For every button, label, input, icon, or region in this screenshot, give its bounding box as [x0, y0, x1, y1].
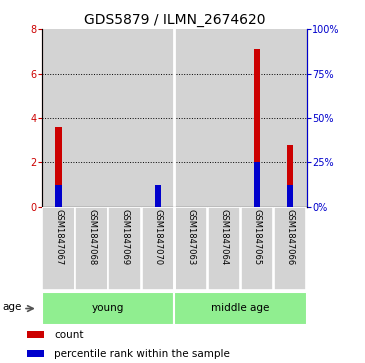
Text: GSM1847063: GSM1847063 — [186, 209, 195, 266]
Bar — [76, 29, 108, 207]
FancyBboxPatch shape — [208, 207, 240, 290]
Text: young: young — [92, 303, 124, 313]
Text: percentile rank within the sample: percentile rank within the sample — [54, 348, 230, 359]
Bar — [287, 144, 293, 207]
Bar — [154, 201, 161, 207]
Bar — [42, 29, 75, 207]
Bar — [55, 127, 62, 207]
Text: GSM1847065: GSM1847065 — [253, 209, 261, 266]
FancyBboxPatch shape — [174, 207, 207, 290]
FancyBboxPatch shape — [241, 207, 273, 290]
Bar — [108, 29, 141, 207]
FancyBboxPatch shape — [174, 292, 307, 325]
Bar — [55, 185, 62, 207]
FancyBboxPatch shape — [108, 207, 141, 290]
Bar — [274, 29, 306, 207]
Text: GSM1847070: GSM1847070 — [153, 209, 162, 266]
Text: age: age — [2, 302, 22, 312]
FancyBboxPatch shape — [42, 207, 75, 290]
Bar — [154, 185, 161, 207]
Bar — [254, 162, 260, 207]
Text: count: count — [54, 330, 84, 340]
FancyBboxPatch shape — [76, 207, 108, 290]
Bar — [27, 350, 45, 357]
FancyBboxPatch shape — [142, 207, 174, 290]
FancyBboxPatch shape — [42, 292, 174, 325]
Bar — [241, 29, 273, 207]
Text: middle age: middle age — [211, 303, 270, 313]
Bar — [174, 29, 207, 207]
Bar — [287, 185, 293, 207]
Bar — [27, 331, 45, 338]
Bar — [142, 29, 174, 207]
Text: GSM1847067: GSM1847067 — [54, 209, 63, 266]
Text: GSM1847069: GSM1847069 — [120, 209, 129, 266]
Text: GSM1847066: GSM1847066 — [285, 209, 295, 266]
Text: GSM1847068: GSM1847068 — [87, 209, 96, 266]
Text: GSM1847064: GSM1847064 — [219, 209, 228, 266]
Bar — [254, 49, 260, 207]
FancyBboxPatch shape — [274, 207, 306, 290]
Bar — [208, 29, 240, 207]
Title: GDS5879 / ILMN_2674620: GDS5879 / ILMN_2674620 — [84, 13, 265, 26]
